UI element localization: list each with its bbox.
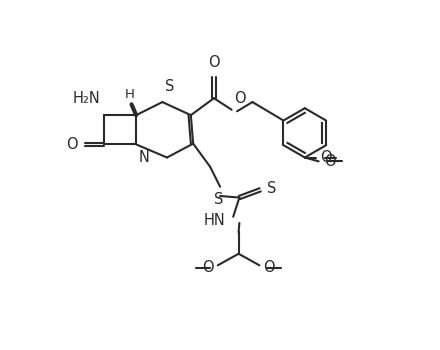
- Text: O: O: [202, 260, 214, 275]
- Text: O: O: [208, 55, 220, 70]
- Text: HN: HN: [204, 213, 226, 228]
- Text: O: O: [320, 150, 332, 165]
- Text: S: S: [214, 192, 223, 207]
- Text: H: H: [125, 88, 135, 100]
- Text: N: N: [139, 150, 149, 165]
- Text: O: O: [324, 154, 336, 169]
- Text: S: S: [165, 79, 174, 94]
- Text: O: O: [234, 91, 246, 106]
- Text: H₂N: H₂N: [73, 91, 101, 106]
- Text: O: O: [66, 137, 78, 152]
- Text: O: O: [263, 260, 275, 275]
- Text: S: S: [267, 181, 276, 196]
